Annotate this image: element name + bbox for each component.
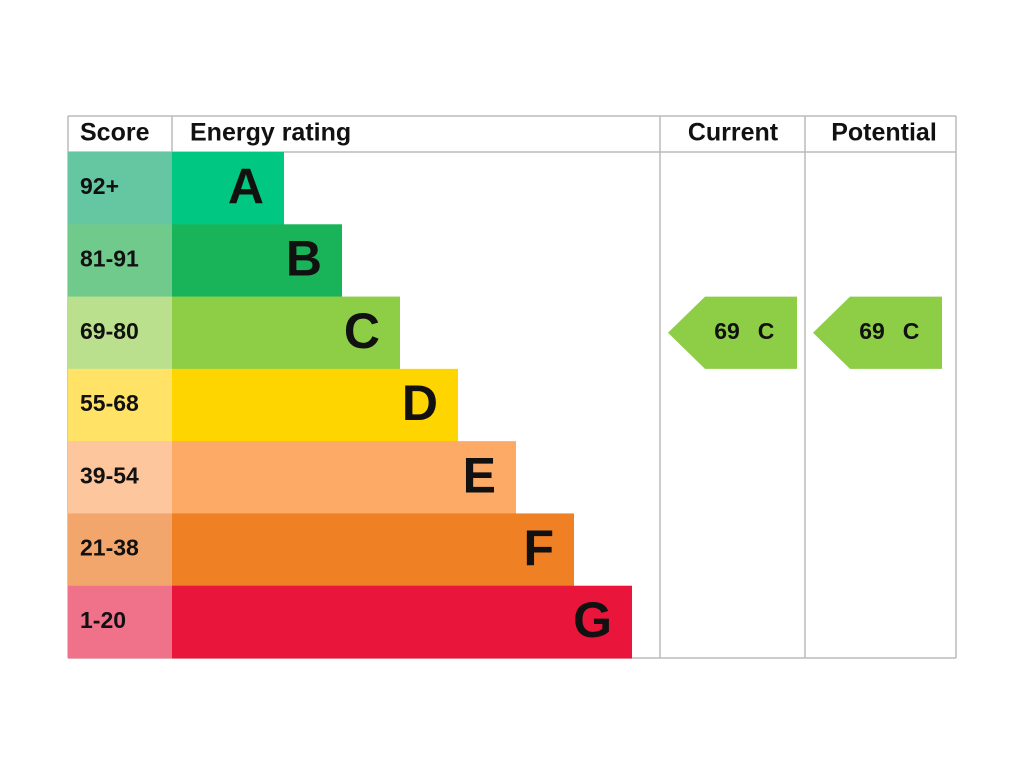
score-cell (68, 441, 172, 514)
current-value: 69 (714, 318, 740, 344)
score-label: 92+ (80, 173, 119, 199)
score-cell (68, 152, 172, 225)
score-label: 21-38 (80, 535, 139, 561)
score-label: 1-20 (80, 607, 126, 633)
potential-arrow (813, 296, 942, 369)
current-arrow (668, 296, 797, 369)
rating-bar (172, 224, 342, 298)
rating-bar (172, 585, 632, 659)
rating-letter: A (228, 158, 264, 214)
header-rating: Energy rating (190, 119, 351, 147)
header-score: Score (80, 119, 150, 147)
rating-bar (172, 513, 574, 587)
rating-letter: E (463, 447, 496, 503)
score-cell (68, 585, 172, 659)
score-cell (68, 513, 172, 587)
rating-bar (172, 441, 516, 514)
score-label: 69-80 (80, 318, 139, 344)
score-cell (68, 296, 172, 370)
rating-letter: G (573, 592, 612, 648)
header-current: Current (688, 119, 779, 147)
rating-bar (172, 368, 458, 442)
rating-bar (172, 152, 284, 225)
rating-bar (172, 296, 400, 370)
rating-letter: D (402, 375, 438, 431)
score-cell (68, 224, 172, 298)
rating-letter: F (523, 520, 554, 576)
rating-letter: B (286, 231, 322, 287)
rating-letter: C (344, 303, 380, 359)
score-label: 39-54 (80, 462, 139, 488)
current-band: C (758, 318, 775, 344)
header-potential: Potential (831, 119, 937, 147)
score-cell (68, 368, 172, 442)
score-label: 55-68 (80, 390, 139, 416)
potential-band: C (903, 318, 920, 344)
score-label: 81-91 (80, 246, 139, 272)
potential-value: 69 (859, 318, 885, 344)
